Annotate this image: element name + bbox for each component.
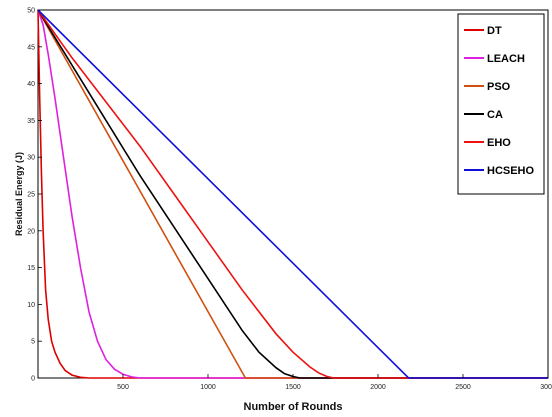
y-tick-label: 35 [27,118,35,125]
legend-label-hcseho: HCSEHO [487,165,535,177]
series-line-eho [37,9,548,379]
x-axis-label: Number of Rounds [244,401,343,413]
legend-label-dt: DT [487,25,502,37]
legend-box [457,13,545,195]
y-tick-label: 50 [27,8,35,15]
y-axis-label: Residual Energy (J) [14,152,24,236]
legend-label-leach: LEACH [487,53,525,65]
y-tick-label: 5 [31,339,35,346]
series-layer [37,9,548,379]
series-line-hcseho [37,9,548,379]
x-tick-label: 1000 [200,384,216,391]
y-tick-label: 10 [27,302,35,309]
x-tick-label: 1500 [285,384,301,391]
x-tick-label: 500 [117,384,129,391]
legend-label-ca: CA [487,109,503,121]
y-tick-label: 45 [27,44,35,51]
y-tick-label: 15 [27,265,35,272]
x-tick-label: 3000 [540,384,552,391]
x-tick-label: 2500 [455,384,471,391]
y-tick-label: 40 [27,81,35,88]
y-tick-label: 30 [27,155,35,162]
y-tick-label: 25 [27,192,35,199]
legend: DT LEACH PSO CA EHO HCSEHO [457,13,545,195]
x-tick-label: 2000 [370,384,386,391]
legend-label-pso: PSO [487,81,511,93]
ticks-layer: 0 5 10 15 20 25 30 35 40 45 50 500 1000 1500 2000 2500 3… [27,8,552,392]
series-line-dt [37,9,548,379]
y-tick-label: 20 [27,228,35,235]
legend-label-eho: EHO [487,137,511,149]
series-line-leach [37,9,548,379]
y-tick-label: 0 [31,376,35,383]
